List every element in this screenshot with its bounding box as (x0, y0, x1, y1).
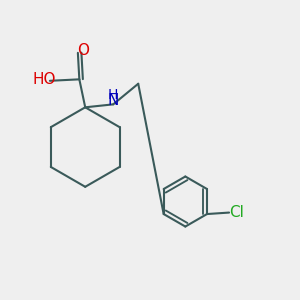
Text: HO: HO (33, 72, 56, 87)
Text: H: H (108, 88, 119, 102)
Text: Cl: Cl (229, 205, 244, 220)
Text: N: N (107, 93, 119, 108)
Text: O: O (77, 43, 89, 58)
